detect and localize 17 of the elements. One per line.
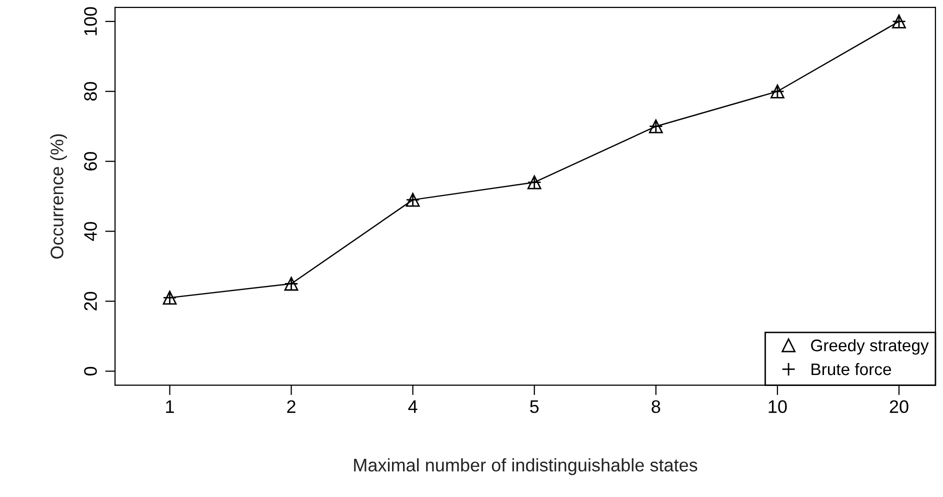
x-axis-title: Maximal number of indistinguishable states <box>354 458 698 476</box>
y-tick-label: 60 <box>84 152 97 170</box>
legend-label: Brute force <box>812 362 892 376</box>
y-axis-title: Occurrence (%) <box>50 134 67 259</box>
x-tick-label: 5 <box>530 400 539 414</box>
x-tick-label: 10 <box>768 400 787 414</box>
y-tick-label: 40 <box>84 222 97 241</box>
y-tick-label: 20 <box>84 292 97 310</box>
x-tick-label: 2 <box>287 400 296 413</box>
y-tick-label: 0 <box>84 366 97 376</box>
legend-label: Greedy strategy <box>811 339 929 355</box>
x-tick-label: 8 <box>652 400 660 414</box>
x-tick-label: 20 <box>890 400 908 414</box>
x-tick-label: 4 <box>408 400 418 413</box>
y-tick-label: 100 <box>84 7 97 36</box>
x-tick-label: 1 <box>166 400 174 413</box>
y-tick-label: 80 <box>84 82 97 101</box>
